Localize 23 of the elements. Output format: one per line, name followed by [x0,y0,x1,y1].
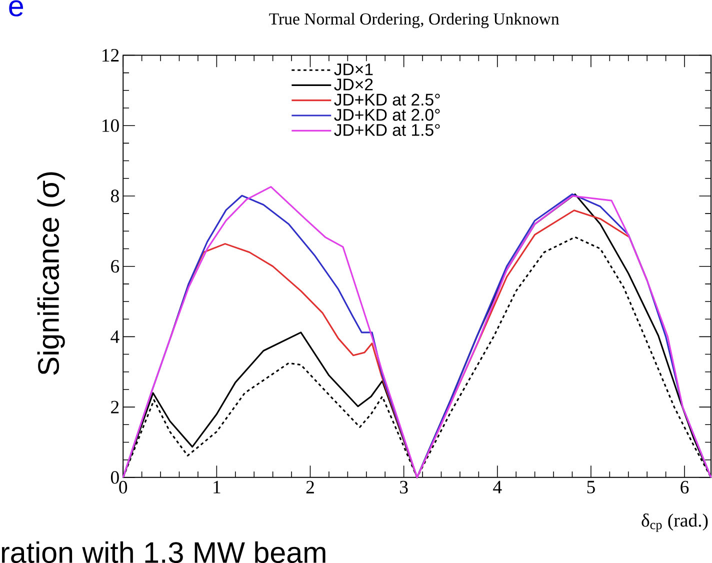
chart-title: True Normal Ordering, Ordering Unknown [269,12,560,28]
x-tick-label: 3 [400,480,408,494]
text: e [9,0,24,16]
y-tick-label: 2 [111,400,119,414]
x-tick-label: 5 [587,480,595,494]
y-tick-label: 10 [102,119,119,132]
legend-label: JD+KD at 2.5° [334,94,440,106]
legend-label: JD×1 [334,64,373,76]
y-tick-label: 8 [110,190,119,202]
y-axis-title: Significance (σ) [37,172,65,375]
x-axis-title: δ$_{cp}$ (rad.) [642,513,708,532]
text: ration with 1.3 MW beam [2,541,326,563]
y-tick-label: 6 [111,260,120,273]
legend-label: JD×2 [334,78,373,90]
y-tick-label: 4 [110,330,120,343]
x-tick-label: 1 [214,480,220,494]
x-tick-label: 6 [680,480,689,494]
x-tick-label: 4 [493,480,502,494]
y-tick-label: 12 [102,49,119,62]
legend-label: JD+KD at 1.5° [334,124,440,136]
y-tick-label: 0 [110,471,119,484]
x-tick-label: 2 [306,480,314,494]
legend-label: JD+KD at 2.0° [334,108,440,121]
